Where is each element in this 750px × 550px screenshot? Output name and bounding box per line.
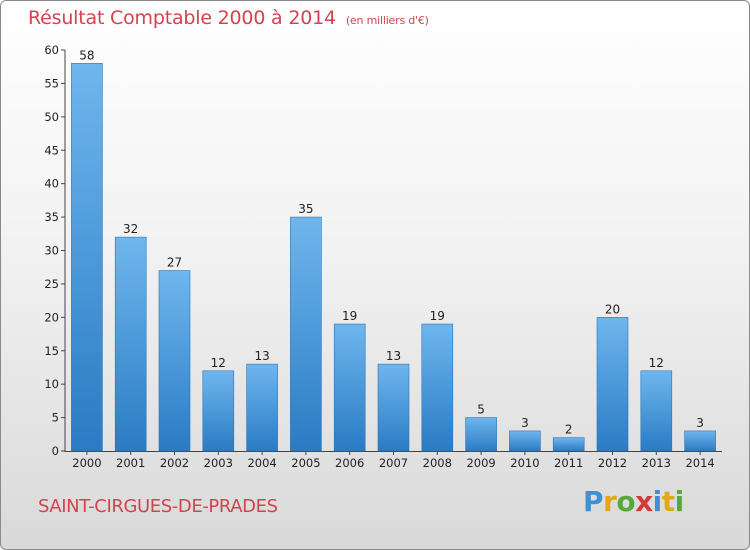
bar-2000 [71, 63, 103, 452]
y-tick-label: 5 [52, 411, 59, 425]
data-label-2011: 2 [565, 423, 573, 437]
data-label-2005: 35 [298, 202, 313, 216]
x-tick-label-2006: 2006 [335, 456, 364, 470]
x-tick-label-2007: 2007 [379, 456, 408, 470]
x-tick-label-2000: 2000 [72, 456, 101, 470]
x-tick-label-2013: 2013 [642, 456, 671, 470]
data-label-2001: 32 [123, 222, 138, 236]
y-tick-label: 0 [52, 444, 59, 458]
data-label-2010: 3 [521, 416, 529, 430]
y-tick-label: 55 [44, 76, 59, 90]
x-tick-label-2003: 2003 [204, 456, 233, 470]
chart-title-text: Résultat Comptable 2000 à 2014 [28, 7, 336, 29]
data-label-2004: 13 [254, 349, 269, 363]
bar-2005 [290, 216, 322, 452]
bar-2010 [509, 430, 541, 452]
x-tick-label-2010: 2010 [510, 456, 539, 470]
y-tick-label: 30 [44, 244, 59, 258]
x-tick-label-2008: 2008 [423, 456, 452, 470]
bar-2009 [465, 417, 497, 452]
data-label-2009: 5 [477, 403, 485, 417]
bar-2008 [421, 323, 454, 452]
bar-2012 [596, 317, 629, 452]
y-tick-label: 45 [44, 143, 59, 157]
x-tick-label-2004: 2004 [247, 456, 276, 470]
bar-2003 [202, 370, 235, 452]
data-label-2014: 3 [696, 416, 704, 430]
chart-title: Résultat Comptable 2000 à 2014 (en millie… [28, 7, 429, 29]
chart-unit: (en milliers d'€) [345, 14, 429, 27]
x-tick-label-2002: 2002 [160, 456, 189, 470]
data-label-2000: 58 [79, 48, 94, 62]
bar-2006 [333, 323, 366, 452]
y-tick-label: 50 [44, 110, 59, 124]
data-label-2006: 19 [342, 309, 357, 323]
commune-name: SAINT-CIRGUES-DE-PRADES [38, 496, 278, 517]
x-tick-label-2009: 2009 [466, 456, 495, 470]
y-tick-label: 25 [44, 277, 59, 291]
data-label-2013: 12 [649, 356, 664, 370]
data-label-2008: 19 [430, 309, 445, 323]
y-tick-label: 40 [44, 177, 59, 191]
x-tick-label-2012: 2012 [598, 456, 627, 470]
data-label-2007: 13 [386, 349, 401, 363]
x-tick-label-2011: 2011 [554, 456, 583, 470]
y-tick-label: 20 [44, 310, 59, 324]
data-label-2002: 27 [167, 256, 182, 270]
bar-2011 [552, 437, 585, 452]
bar-2002 [158, 270, 191, 452]
bar-2013 [640, 370, 673, 452]
bar-2007 [377, 363, 410, 452]
proxiti-logo: Proxiti [583, 485, 684, 518]
x-tick-label-2005: 2005 [291, 456, 320, 470]
data-label-2003: 12 [211, 356, 226, 370]
y-tick-label: 15 [44, 344, 59, 358]
x-tick-label-2014: 2014 [685, 456, 714, 470]
y-tick-label: 60 [44, 43, 59, 57]
y-tick-label: 35 [44, 210, 59, 224]
y-tick-label: 10 [44, 377, 59, 391]
x-tick-label-2001: 2001 [116, 456, 145, 470]
bar-2001 [114, 236, 147, 452]
data-label-2012: 20 [605, 302, 620, 316]
bar-2014 [684, 430, 716, 452]
bar-2004 [246, 363, 278, 452]
